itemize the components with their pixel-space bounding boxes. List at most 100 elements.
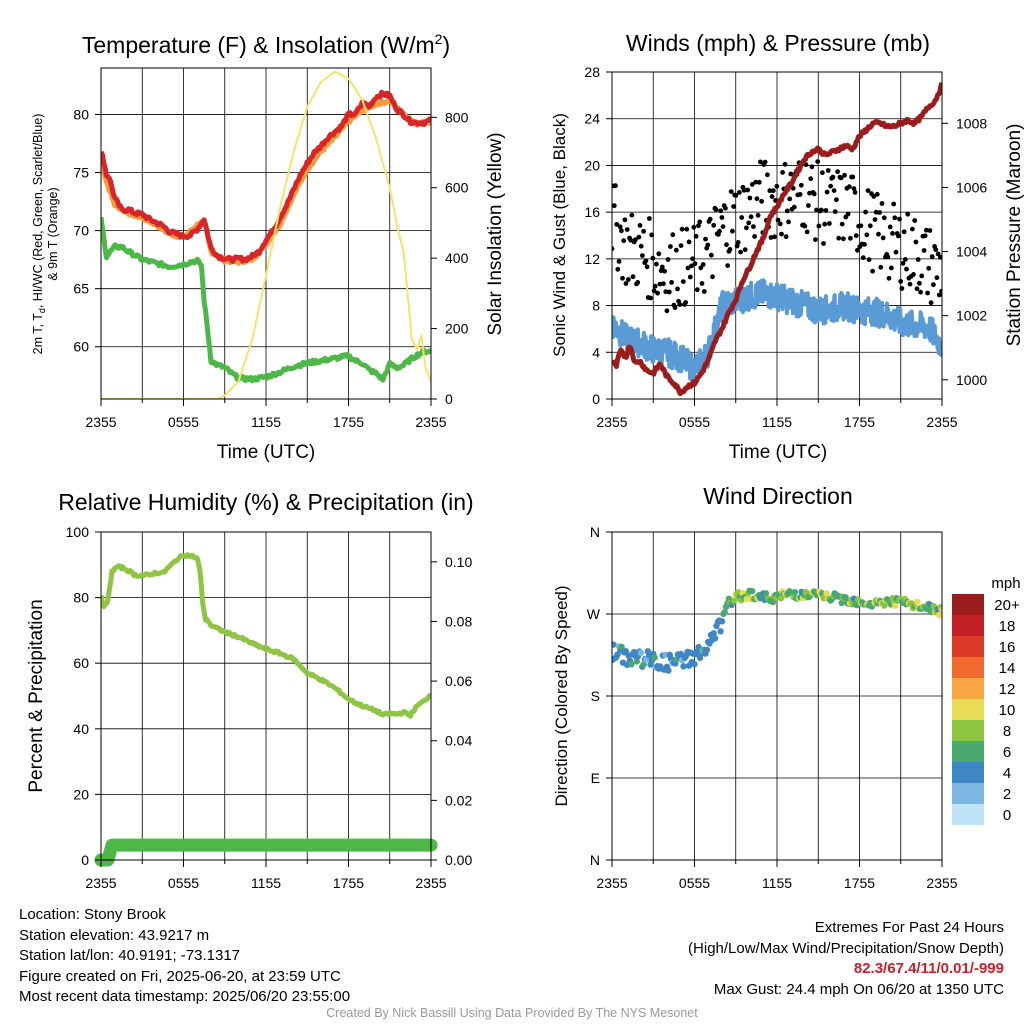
- speed-legend: 20+ 18 16 14 12 10 8 6 4 2 0: [952, 594, 1020, 825]
- gust-dot: [626, 277, 631, 282]
- gust-dot: [797, 192, 803, 197]
- gust-dot: [823, 208, 829, 213]
- gust-dot: [783, 234, 789, 240]
- gust-dot: [886, 275, 892, 281]
- direction-dot: [914, 598, 921, 606]
- gust-dot: [678, 243, 684, 249]
- gust-dot: [866, 257, 872, 262]
- humidity-grid: [101, 532, 431, 860]
- gust-dot: [689, 263, 694, 269]
- gust-dot: [615, 266, 621, 272]
- gust-dot: [613, 183, 618, 189]
- gust-dot: [895, 233, 901, 239]
- gust-dot: [638, 243, 644, 249]
- gust-dot: [921, 248, 927, 253]
- gust-dot: [905, 211, 911, 217]
- direction-dot: [838, 599, 845, 607]
- gust-dot: [899, 286, 905, 291]
- gust-dot: [698, 265, 704, 271]
- gust-dot: [877, 210, 882, 215]
- gust-dot: [747, 195, 753, 201]
- x-tick-label: 1155: [762, 875, 792, 891]
- gust-dot: [935, 251, 941, 257]
- gust-dot: [901, 229, 907, 235]
- y-tick-label: 40: [73, 721, 89, 737]
- gust-dot: [917, 280, 922, 286]
- gust-dot: [748, 214, 754, 220]
- y2-tick-label: 1006: [956, 179, 987, 195]
- temperature-2m-red-line: [101, 89, 431, 264]
- gust-dot: [772, 234, 777, 240]
- gust-dot: [754, 196, 760, 202]
- gust-dot: [852, 190, 858, 195]
- gust-dot: [858, 223, 864, 229]
- gust-dot: [888, 265, 894, 271]
- legend-swatch: [952, 762, 984, 783]
- direction-dot: [640, 661, 647, 668]
- legend-label: 10: [999, 702, 1016, 719]
- gust-dot: [643, 258, 649, 264]
- gust-dot: [668, 244, 673, 249]
- gust-dot: [640, 253, 645, 258]
- gust-dot: [651, 288, 657, 294]
- y2-tick-label: 200: [445, 321, 469, 337]
- gust-dot: [656, 251, 662, 257]
- y-tick-label: 65: [73, 281, 89, 297]
- gust-dot: [699, 281, 705, 286]
- gust-dot: [666, 289, 672, 295]
- y-tick-label: 70: [73, 223, 89, 239]
- gust-dot: [918, 289, 923, 295]
- x-tick-label: 1755: [844, 414, 875, 430]
- dewpoint-green-line: [101, 217, 431, 384]
- gust-dot: [751, 224, 756, 230]
- gust-dot: [690, 256, 695, 262]
- direction-dot: [731, 597, 738, 604]
- gust-dot: [913, 239, 919, 245]
- y-tick-label: 0: [592, 391, 600, 407]
- direction-dot: [618, 643, 625, 650]
- gust-dot: [846, 184, 852, 190]
- legend-label: 6: [1003, 744, 1011, 761]
- gust-dot: [749, 182, 755, 187]
- legend-swatch: [952, 657, 984, 678]
- humidity-ylabel: Percent & Precipitation: [26, 599, 47, 792]
- legend-swatch: [952, 636, 984, 657]
- x-tick-label: 1755: [333, 414, 364, 430]
- gust-dot: [725, 263, 731, 268]
- gust-dot: [870, 268, 875, 274]
- gust-dot: [687, 274, 693, 280]
- y-tick-label: N: [590, 852, 600, 868]
- gust-dot: [808, 176, 814, 182]
- gust-dot: [777, 221, 783, 227]
- recent-text: Most recent data timestamp: 2025/06/20 2…: [19, 988, 351, 1005]
- x-tick-label: 2355: [596, 875, 627, 891]
- y-tick-label: 20: [584, 157, 600, 173]
- gust-dot: [915, 257, 921, 262]
- direction-dot: [823, 590, 830, 597]
- gust-dot: [707, 216, 713, 222]
- gust-dot: [723, 205, 728, 211]
- gust-dot: [675, 286, 680, 292]
- gust-dot: [775, 217, 781, 223]
- latlon-text: Station lat/lon: 40.9191; -73.1317: [19, 947, 241, 964]
- gust-dot: [881, 215, 887, 221]
- gust-dot: [839, 221, 845, 227]
- legend-swatch: [952, 699, 984, 720]
- gust-dot: [811, 191, 817, 197]
- gust-dot: [705, 242, 711, 248]
- gust-dot: [633, 237, 638, 243]
- direction-dot: [749, 588, 756, 595]
- x-tick-label: 2355: [415, 875, 446, 891]
- direction-dot: [791, 589, 799, 596]
- gust-dot: [673, 247, 679, 253]
- gust-dot: [612, 203, 617, 209]
- x-tick-label: 0555: [679, 414, 710, 430]
- y2-tick-label: 1002: [956, 308, 987, 324]
- y-tick-label: 12: [584, 251, 600, 267]
- legend-title: mph: [991, 575, 1020, 592]
- legend-label: 0: [1003, 807, 1011, 824]
- gust-dot: [767, 188, 773, 194]
- gust-dot: [637, 223, 643, 228]
- gust-dot: [841, 236, 846, 242]
- gust-black-dots: [612, 159, 942, 314]
